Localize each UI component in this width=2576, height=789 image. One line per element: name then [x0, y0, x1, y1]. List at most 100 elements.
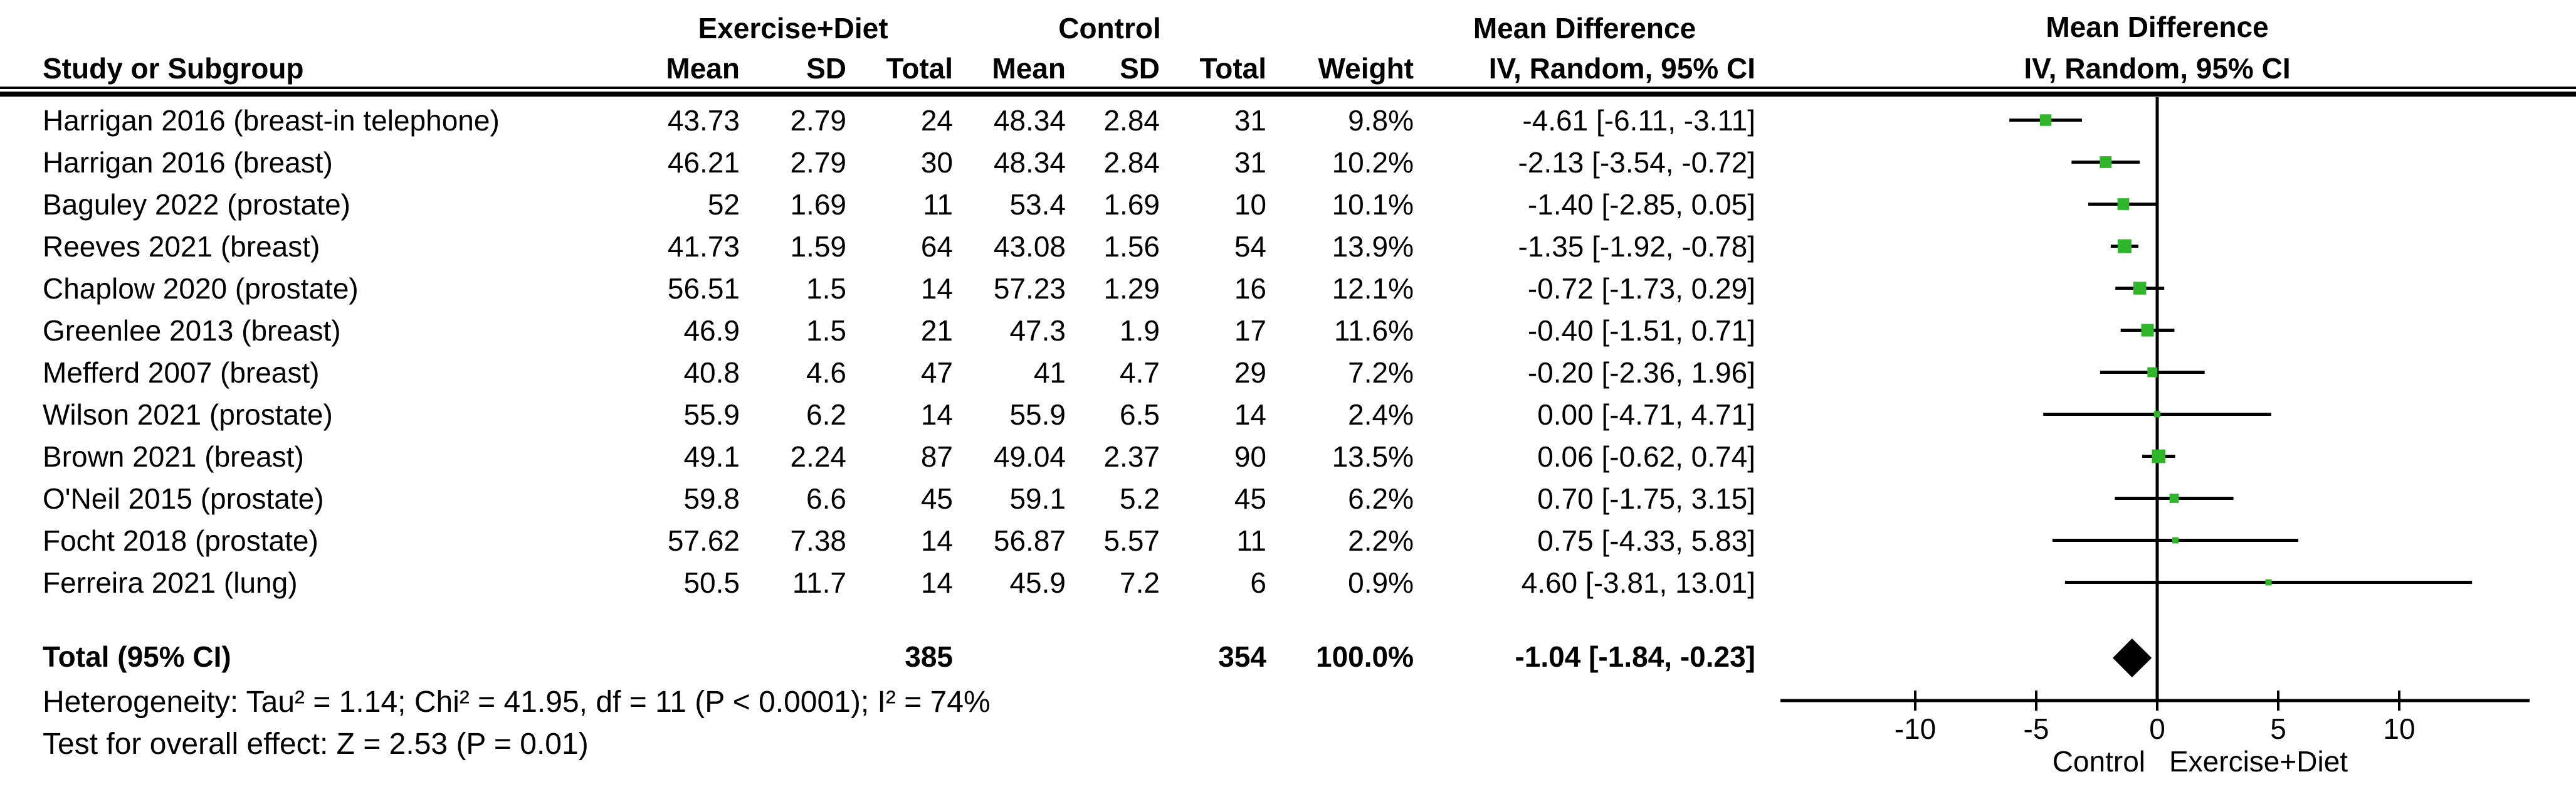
cell-c_total: 11 [1236, 524, 1266, 557]
cell-e_total: 45 [920, 482, 953, 515]
cell-c_total: 31 [1234, 103, 1266, 137]
cell-ci_text: -2.13 [-3.54, -0.72] [1518, 146, 1755, 179]
effect-marker [2100, 156, 2112, 168]
cell-c_mean: 41 [1033, 356, 1066, 389]
cell-c_sd: 2.84 [1103, 146, 1160, 179]
axis-tick-label: -5 [2024, 712, 2049, 745]
effect-marker [2265, 579, 2272, 586]
cell-weight: 12.1% [1332, 272, 1414, 305]
effect-marker [2152, 449, 2166, 463]
plot-header: Mean Difference IV, Random, 95% CI [1844, 6, 2471, 89]
cell-c_mean: 56.87 [993, 524, 1066, 557]
cell-c_sd: 7.2 [1120, 566, 1160, 599]
cell-c_mean: 48.34 [993, 103, 1066, 137]
effect-marker [2172, 537, 2179, 544]
axis-tick-label: 0 [2149, 712, 2165, 745]
study-label: Greenlee 2013 (breast) [43, 314, 341, 347]
cell-c_total: 6 [1250, 566, 1266, 599]
cell-e_mean: 46.9 [683, 314, 740, 347]
col-ed-sd: SD [806, 52, 846, 85]
cell-c_mean: 43.08 [993, 230, 1066, 263]
total-weight: 100.0% [1315, 640, 1414, 673]
col-ci: IV, Random, 95% CI [1488, 52, 1755, 85]
cell-c_total: 29 [1234, 356, 1266, 389]
cell-ci_text: -1.40 [-2.85, 0.05] [1527, 188, 1755, 221]
effect-marker [2169, 494, 2179, 503]
table-row: Greenlee 2013 (breast) 46.9 1.5 21 47.3 1.9 17… [0, 309, 1755, 351]
cell-weight: 7.2% [1348, 356, 1414, 389]
table-row: Mefferd 2007 (breast) 40.8 4.6 47 41 4.7 29 7.2… [0, 351, 1755, 393]
cell-ci_text: 0.00 [-4.71, 4.71] [1537, 398, 1755, 431]
table-row: Baguley 2022 (prostate) 52 1.69 11 53.4 1.69 1… [0, 183, 1755, 225]
cell-c_total: 10 [1234, 188, 1266, 221]
axis-label-exercise-diet: Exercise+Diet [2169, 745, 2348, 778]
heterogeneity-text: Heterogeneity: Tau² = 1.14; Chi² = 41.95… [43, 686, 991, 719]
cell-e_mean: 50.5 [683, 566, 740, 599]
cell-c_mean: 48.34 [993, 146, 1066, 179]
table-row: Harrigan 2016 (breast) 46.21 2.79 30 48.34 2.… [0, 141, 1755, 183]
cell-e_sd: 1.59 [790, 230, 846, 263]
axis-label-control: Control [2053, 745, 2145, 778]
col-c-mean: Mean [992, 52, 1066, 85]
cell-e_total: 21 [920, 314, 953, 347]
table-row: Wilson 2021 (prostate) 55.9 6.2 14 55.9 6.5 14… [0, 393, 1755, 435]
cell-ci_text: 0.06 [-0.62, 0.74] [1537, 440, 1755, 473]
cell-e_total: 14 [920, 566, 953, 599]
col-c-total: Total [1199, 52, 1266, 85]
cell-ci_text: -1.35 [-1.92, -0.78] [1518, 230, 1755, 263]
total-ci-text: -1.04 [-1.84, -0.23] [1515, 640, 1755, 673]
total-row: Total (95% CI) 385 354 100.0% -1.04 [-1.… [0, 635, 1755, 677]
plot-header-subtitle: IV, Random, 95% CI [2024, 52, 2291, 85]
cell-weight: 11.6% [1333, 314, 1414, 347]
cell-weight: 2.2% [1348, 524, 1414, 557]
col-study-or-subgroup: Study or Subgroup [43, 52, 304, 85]
effect-marker [2154, 411, 2160, 418]
cell-e_mean: 59.8 [683, 482, 740, 515]
axis-tick-label: 5 [2270, 712, 2286, 745]
cell-ci_text: 0.75 [-4.33, 5.83] [1537, 524, 1755, 557]
column-header-row: Study or Subgroup Mean SD Total Mean SD … [0, 49, 1755, 88]
cell-e_sd: 1.69 [790, 188, 846, 221]
table-row: Focht 2018 (prostate) 57.62 7.38 14 56.87 5.5… [0, 519, 1755, 561]
cell-e_mean: 40.8 [683, 356, 740, 389]
cell-c_sd: 1.9 [1120, 314, 1160, 347]
study-label: Mefferd 2007 (breast) [43, 356, 320, 389]
cell-c_sd: 1.69 [1103, 188, 1160, 221]
col-c-sd: SD [1120, 52, 1160, 85]
cell-c_sd: 2.84 [1103, 103, 1160, 137]
study-label: Wilson 2021 (prostate) [43, 398, 333, 431]
cell-weight: 6.2% [1348, 482, 1414, 515]
table-row: Harrigan 2016 (breast-in telephone) 43.73… [0, 99, 1755, 141]
cell-e_total: 14 [920, 398, 953, 431]
cell-e_sd: 2.79 [790, 103, 846, 137]
cell-c_mean: 45.9 [1009, 566, 1066, 599]
cell-weight: 13.5% [1332, 440, 1414, 473]
cell-e_sd: 11.7 [792, 566, 846, 599]
forest-plot-svg: -10 -5 0 5 10 Control Exercise+Diet [1780, 97, 2530, 778]
total-c-n: 354 [1218, 640, 1266, 673]
table-row: O'Neil 2015 (prostate) 59.8 6.6 45 59.1 5.2 45… [0, 477, 1755, 519]
cell-ci_text: 4.60 [-3.81, 13.01] [1521, 566, 1755, 599]
cell-weight: 2.4% [1348, 398, 1414, 431]
cell-e_mean: 52 [707, 188, 740, 221]
cell-e_total: 47 [920, 356, 953, 389]
cell-c_sd: 1.29 [1103, 272, 1160, 305]
study-label: Harrigan 2016 (breast-in telephone) [43, 103, 500, 137]
cell-c_sd: 1.56 [1103, 230, 1160, 263]
cell-weight: 13.9% [1332, 230, 1414, 263]
col-ed-total: Total [886, 52, 953, 85]
study-label: Focht 2018 (prostate) [43, 524, 318, 557]
col-ed-mean: Mean [666, 52, 740, 85]
effect-marker [2117, 239, 2132, 253]
study-label: Ferreira 2021 (lung) [43, 566, 298, 599]
cell-e_mean: 56.51 [667, 272, 740, 305]
cell-c_total: 31 [1234, 146, 1266, 179]
cell-c_total: 14 [1234, 398, 1266, 431]
cell-e_mean: 57.62 [667, 524, 740, 557]
total-diamond [2112, 638, 2152, 677]
cell-e_total: 14 [920, 272, 953, 305]
cell-e_sd: 6.2 [806, 398, 846, 431]
cell-c_mean: 55.9 [1009, 398, 1066, 431]
axis-tick-label: -10 [1895, 712, 1936, 745]
